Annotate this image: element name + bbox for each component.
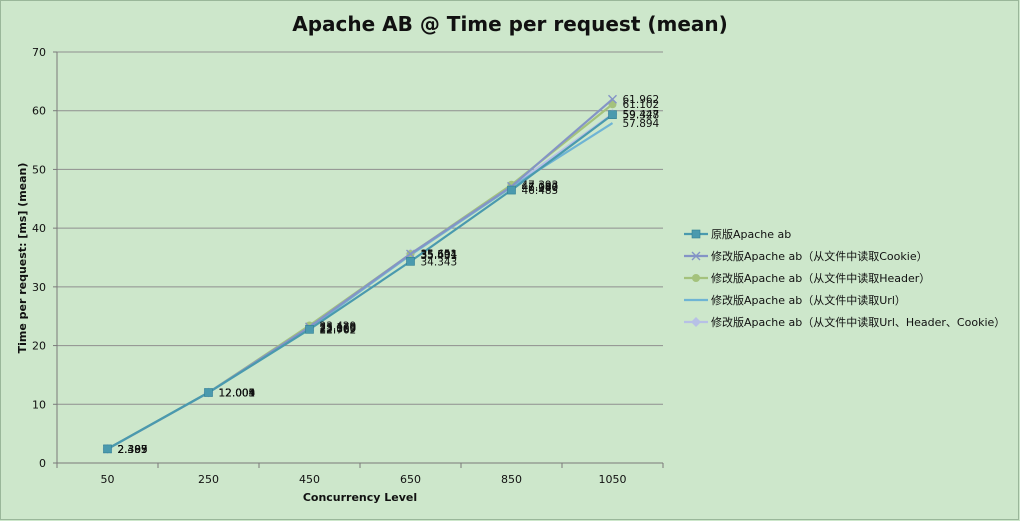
data-point: [691, 251, 701, 261]
data-label: 46.980: [522, 182, 559, 194]
y-tick-label: 10: [32, 398, 46, 411]
data-label: 47.393: [522, 180, 559, 192]
data-label: 2.395: [118, 444, 148, 456]
data-point: [204, 388, 213, 397]
legend-label: 原版Apache ab: [711, 227, 791, 241]
data-label: 12.005: [219, 388, 256, 400]
data-label: 12.009: [219, 387, 256, 399]
legend-label: 修改版Apache ab（从文件中读取Url）: [711, 293, 906, 307]
y-tick-label: 0: [39, 457, 46, 470]
y-axis-title: Time per request: [ms] (mean): [16, 163, 29, 354]
data-point: [406, 257, 415, 266]
data-label: 23.000: [320, 323, 357, 335]
data-label: 34.343: [421, 256, 458, 268]
data-point: [608, 110, 617, 119]
data-label: 59.447: [623, 109, 660, 121]
data-label: 57.894: [623, 118, 660, 130]
data-label: 12.004: [219, 388, 256, 400]
x-tick-label: 850: [501, 473, 522, 486]
data-point: [103, 444, 112, 454]
x-tick-label: 650: [400, 473, 421, 486]
data-label: 23.429: [320, 320, 357, 332]
legend: 原版Apache ab 修改版Apache ab（从文件中读取Cookie） 修改版…: [684, 227, 1005, 329]
data-point: [305, 325, 314, 334]
y-tick-label: 70: [32, 46, 46, 59]
series-lines: [102, 94, 618, 454]
x-tick-label: 450: [299, 473, 320, 486]
y-tick-label: 30: [32, 281, 46, 294]
y-tick-label: 20: [32, 340, 46, 353]
data-label: 35.604: [421, 249, 458, 261]
data-label: 2.393: [118, 444, 148, 456]
data-label: 35.651: [421, 249, 458, 261]
data-point: [692, 274, 700, 282]
data-point: [507, 185, 516, 195]
data-label: 2.403: [118, 444, 148, 456]
legend-label: 修改版Apache ab（从文件中读取Header）: [711, 271, 930, 285]
data-label: 35.591: [421, 249, 458, 261]
data-point: [406, 249, 415, 259]
series-line: [106, 113, 614, 450]
axes: 0 10 20 30 40 50 60 70 50 250 450 650 850 1050: [32, 46, 664, 486]
data-point: [608, 94, 617, 104]
data-label: 12.001: [219, 388, 256, 400]
x-tick-label: 1050: [599, 473, 627, 486]
x-tick-label: 50: [101, 473, 115, 486]
data-point: [691, 229, 701, 239]
data-label: 23.179: [320, 322, 357, 334]
data-label: 47.107: [522, 181, 559, 193]
data-label: 47.040: [522, 182, 559, 194]
x-tick-label: 250: [198, 473, 219, 486]
x-axis-title: Concurrency Level: [303, 491, 417, 504]
data-label: 35.431: [421, 250, 458, 262]
legend-label: 修改版Apache ab（从文件中读取Cookie）: [711, 249, 928, 263]
data-point: [691, 317, 701, 327]
data-label: 2.389: [118, 444, 148, 456]
y-tick-label: 50: [32, 163, 46, 176]
y-tick-label: 60: [32, 105, 46, 118]
data-label: 61.102: [623, 99, 660, 111]
chart-title: Apache AB @ Time per request (mean): [292, 12, 728, 36]
legend-label: 修改版Apache ab（从文件中读取Url、Header、Cookie）: [711, 315, 1005, 329]
data-label: 2.387: [118, 444, 148, 456]
data-label: 59.328: [623, 110, 660, 122]
data-labels: 2.403 12.005 22.762 34.343 46.485 59.328 2.389…: [118, 94, 660, 456]
data-label: 61.962: [623, 94, 660, 106]
data-label: 12.003: [219, 388, 256, 400]
data-label: 22.869: [320, 324, 357, 336]
data-label: 46.485: [522, 185, 559, 197]
y-tick-label: 40: [32, 222, 46, 235]
data-label: 22.762: [320, 324, 357, 336]
